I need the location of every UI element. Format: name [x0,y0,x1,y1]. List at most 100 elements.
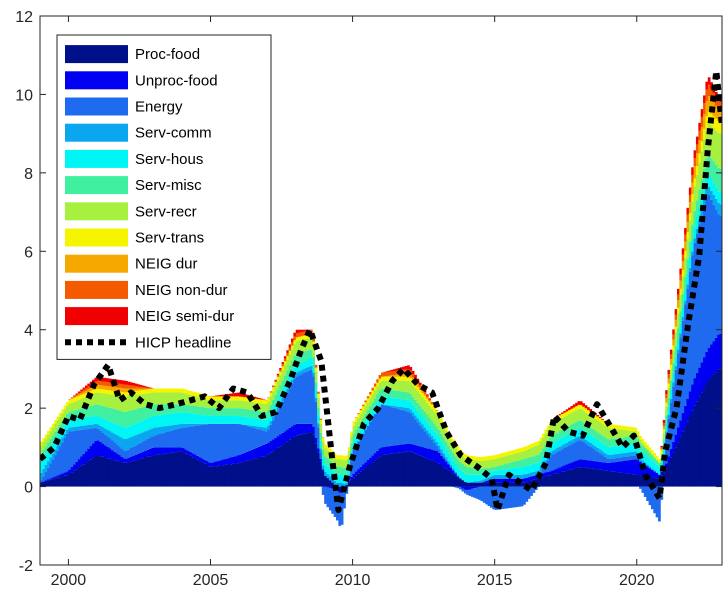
bar-segment [302,351,306,362]
bar-segment [501,478,505,483]
bar-segment [144,386,147,388]
bar-segment [115,395,119,410]
bar-segment [103,381,107,386]
bar-segment [392,369,396,372]
bar-segment [392,374,396,377]
bar-segment [222,465,226,487]
bar-segment [473,482,477,487]
bar-segment [442,467,446,487]
bar-segment [650,486,654,510]
bar-segment [565,415,569,428]
bar-segment [319,423,323,433]
bar-segment [84,385,88,389]
bar-segment [89,416,93,425]
bar-segment [101,377,105,382]
bar-segment [324,448,327,457]
bar-segment [582,441,585,460]
bar-segment [345,467,349,475]
bar-segment [77,430,81,460]
bar-segment [409,409,413,414]
bar-segment [627,444,630,453]
bar-segment [714,372,718,487]
bar-segment [99,392,102,406]
bar-segment [246,451,249,461]
bar-segment [577,420,581,429]
bar-segment [650,477,654,487]
bar-segment [677,294,680,301]
bar-segment [404,365,408,370]
bar-segment [404,451,408,487]
bar-segment [672,452,675,487]
bar-segment [665,398,668,403]
bar-segment [369,398,372,407]
bar-segment [113,387,117,391]
bar-segment [319,418,323,420]
bar-segment [520,482,524,487]
bar-segment [402,380,406,392]
bar-segment [480,457,484,461]
bar-segment [212,423,216,463]
bar-segment [454,486,458,488]
bar-segment [262,403,266,412]
bar-segment [632,443,635,452]
bar-segment [492,471,496,476]
bar-segment [49,478,53,480]
bar-segment [402,391,406,400]
bar-segment [352,433,356,442]
bar-segment [556,440,559,449]
legend-label: Unproc-food [135,72,218,89]
bar-segment [40,482,43,487]
bar-segment [146,389,150,394]
bar-segment [568,445,571,464]
bar-segment [68,403,72,412]
bar-segment [672,329,675,335]
bar-segment [655,455,659,460]
bar-segment [532,471,536,476]
bar-segment [272,420,275,440]
bar-segment [390,375,394,377]
bar-segment [122,392,126,397]
bar-segment [357,441,361,470]
bar-segment [478,457,481,461]
bar-segment [650,460,654,469]
bar-segment [508,454,512,463]
bar-segment [480,460,484,469]
bar-segment [257,418,261,427]
bar-segment [428,425,432,434]
bar-segment [309,369,313,424]
bar-segment [449,449,453,458]
bar-segment [660,471,664,476]
bar-segment [587,441,590,446]
bar-segment [80,418,83,426]
bar-segment [489,467,493,472]
bar-segment [577,459,581,468]
bar-segment [281,364,285,367]
bar-segment [454,456,458,465]
bar-segment [407,451,410,487]
bar-segment [497,458,500,466]
bar-segment [698,396,702,487]
bar-segment [167,413,171,426]
bar-segment [205,415,209,424]
bar-segment [544,429,548,434]
bar-segment [129,395,133,411]
bar-segment [276,373,280,376]
bar-segment [326,478,330,487]
bar-segment [646,444,649,449]
bar-segment [629,452,633,457]
bar-segment [565,411,569,416]
bar-segment [378,378,382,383]
bar-segment [288,365,292,377]
bar-segment [198,423,202,426]
bar-segment [156,447,159,455]
bar-segment [144,388,147,390]
bar-segment [73,410,76,420]
bar-segment [317,448,320,453]
bar-segment [113,409,117,424]
bar-segment [717,109,720,122]
bar-segment [219,465,223,487]
bar-segment [712,194,716,205]
bar-segment [68,399,72,404]
bar-segment [362,406,365,411]
bar-segment [350,431,353,436]
